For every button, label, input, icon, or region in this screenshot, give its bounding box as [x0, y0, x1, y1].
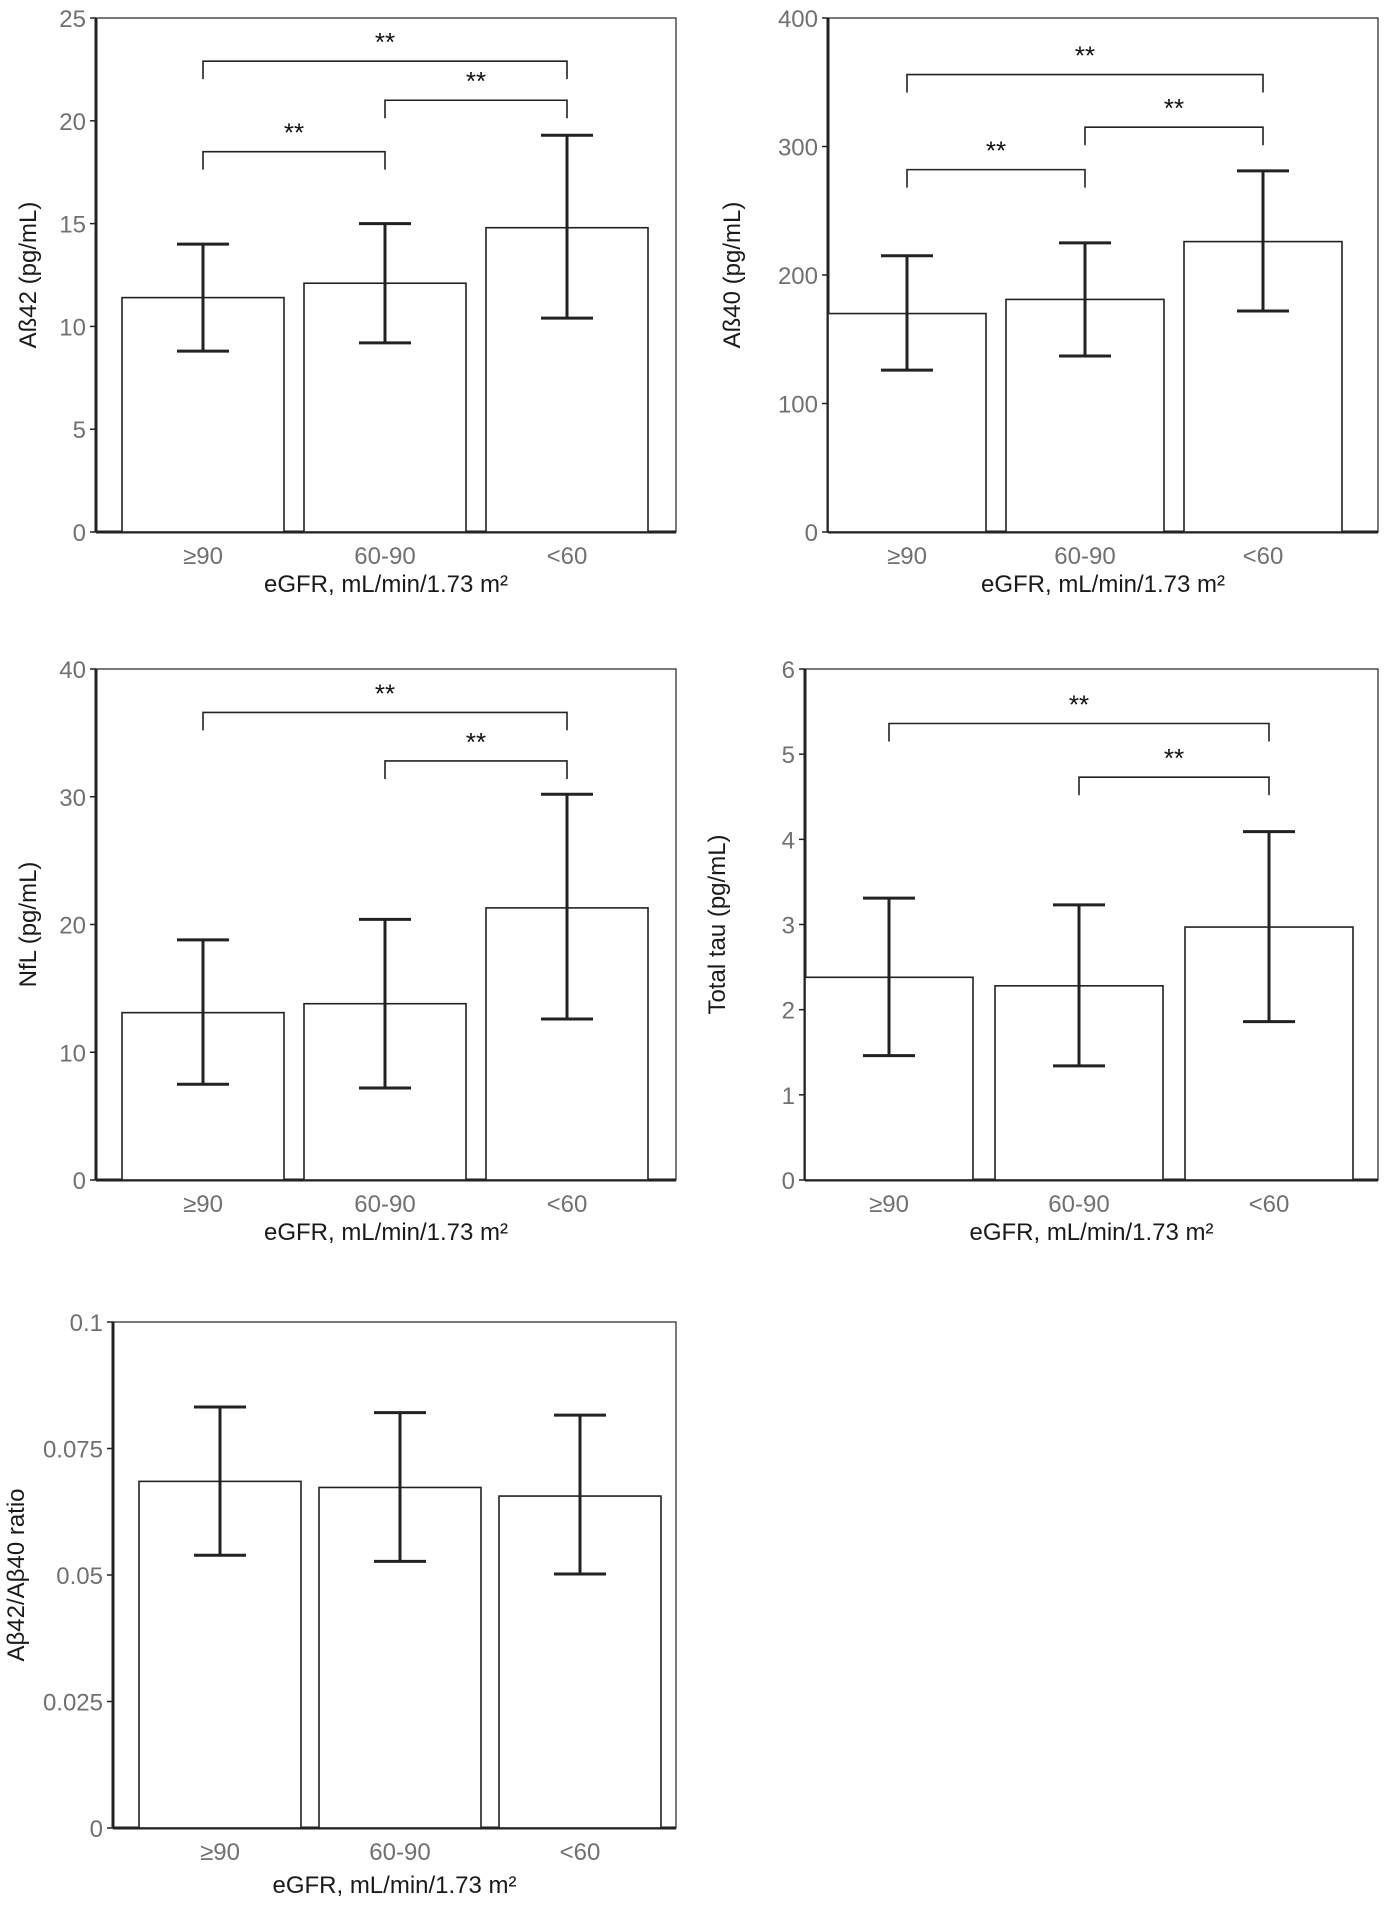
x-axis-title: eGFR, mL/min/1.73 m² [264, 571, 508, 598]
significance-bracket [384, 760, 568, 779]
significance-bracket [906, 73, 1264, 93]
y-tick-label: 300 [778, 135, 818, 162]
x-axis-title: eGFR, mL/min/1.73 m² [981, 571, 1225, 598]
y-tick-label: 20 [59, 913, 86, 940]
y-tick-label: 0.1 [70, 1310, 103, 1337]
y-tick-label: 0.025 [43, 1690, 103, 1717]
x-tick-label: <60 [1249, 1191, 1290, 1218]
y-tick-label: 20 [59, 109, 86, 136]
y-tick-label: 10 [59, 1040, 86, 1067]
significance-bracket [202, 60, 568, 80]
significance-label: ** [466, 66, 486, 96]
significance-label: ** [1164, 743, 1184, 773]
y-tick-label: 5 [782, 742, 795, 769]
significance-bracket [906, 168, 1086, 188]
significance-bracket [384, 99, 568, 119]
x-tick-label: <60 [1243, 543, 1284, 570]
x-tick-label: 60-90 [354, 1191, 415, 1218]
y-tick-label: 0.075 [43, 1437, 103, 1464]
x-tick-label: 60-90 [369, 1839, 430, 1866]
x-axis-title: eGFR, mL/min/1.73 m² [264, 1219, 508, 1246]
chart-panel-1: 0 5 10 15 20 25 ≥90 60-90 <60 ** ** ** eGFR, mL/min/… [15, 6, 677, 598]
significance-bracket [1078, 776, 1270, 796]
y-tick-label: 30 [59, 785, 86, 812]
y-tick-label: 0 [73, 1168, 86, 1195]
y-axis-title: Total tau (pg/mL) [704, 834, 731, 1014]
significance-bracket [1084, 126, 1264, 146]
x-tick-label: ≥90 [183, 1191, 223, 1218]
x-tick-label: ≥90 [869, 1191, 909, 1218]
x-tick-label: 60-90 [354, 543, 415, 570]
x-tick-label: ≥90 [887, 543, 927, 570]
significance-label: ** [375, 678, 395, 708]
y-tick-label: 5 [73, 417, 86, 444]
y-tick-label: 0 [90, 1816, 103, 1843]
significance-bracket [202, 150, 386, 170]
significance-label: ** [284, 118, 304, 148]
y-axis-title: Aβ42/Aβ40 ratio [3, 1488, 30, 1661]
y-tick-label: 10 [59, 314, 86, 341]
y-tick-label: 3 [782, 913, 795, 940]
x-tick-label: <60 [547, 1191, 588, 1218]
x-tick-label: ≥90 [200, 1839, 240, 1866]
x-tick-label: ≥90 [183, 543, 223, 570]
x-tick-label: <60 [547, 543, 588, 570]
chart-panel-5: 0 0.025 0.05 0.075 0.1 ≥90 60-90 <60 eGFR, mL/mi… [3, 1310, 677, 1899]
significance-label: ** [466, 727, 486, 757]
significance-label: ** [986, 136, 1006, 166]
x-axis-title: eGFR, mL/min/1.73 m² [969, 1219, 1213, 1246]
x-tick-label: <60 [560, 1839, 601, 1866]
y-tick-label: 0 [782, 1168, 795, 1195]
significance-bracket [202, 711, 568, 731]
y-tick-label: 40 [59, 657, 86, 684]
y-axis-title: Aß40 (pg/mL) [719, 202, 746, 349]
significance-bracket [888, 722, 1270, 742]
y-tick-label: 15 [59, 212, 86, 239]
y-tick-label: 25 [59, 6, 86, 33]
y-tick-label: 1 [782, 1083, 795, 1110]
y-tick-label: 6 [782, 657, 795, 684]
y-axis-title: NfL (pg/mL) [15, 862, 42, 988]
chart-panel-3: 0 10 20 30 40 ≥90 60-90 <60 ** ** eGFR, mL/min/1.7… [15, 657, 677, 1246]
x-axis-title: eGFR, mL/min/1.73 m² [272, 1872, 516, 1899]
bar [121, 296, 285, 533]
y-tick-label: 0 [805, 520, 818, 547]
x-tick-label: 60-90 [1054, 543, 1115, 570]
y-tick-label: 100 [778, 392, 818, 419]
y-tick-label: 400 [778, 6, 818, 33]
y-tick-label: 2 [782, 998, 795, 1025]
y-tick-label: 200 [778, 263, 818, 290]
significance-label: ** [375, 27, 395, 57]
chart-panel-2: 0 100 200 300 400 ≥90 60-90 <60 ** ** ** eGFR, mL/m… [719, 6, 1379, 598]
y-tick-label: 0 [73, 520, 86, 547]
y-axis-title: Aß42 (pg/mL) [15, 202, 42, 349]
y-tick-label: 4 [782, 827, 795, 854]
significance-label: ** [1164, 93, 1184, 123]
significance-label: ** [1075, 41, 1095, 71]
y-tick-label: 0.05 [56, 1563, 103, 1590]
x-tick-label: 60-90 [1048, 1191, 1109, 1218]
chart-panel-4: 0 1 2 3 4 5 6 ≥90 60-90 <60 ** ** eGFR, mL/min/1.73 … [704, 657, 1379, 1246]
significance-label: ** [1069, 690, 1089, 720]
